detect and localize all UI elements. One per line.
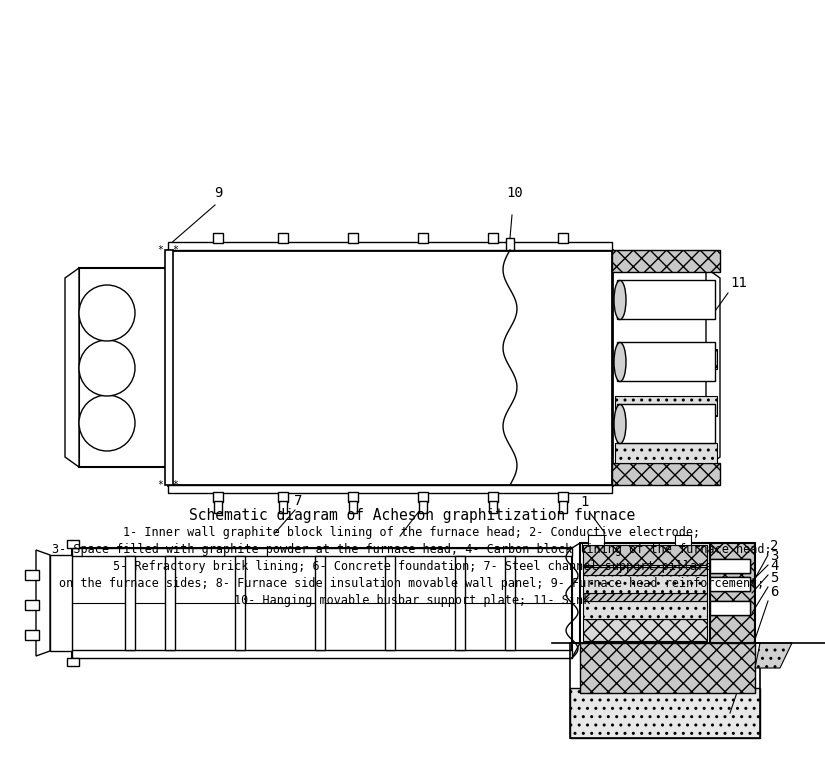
- Text: 9: 9: [214, 186, 222, 200]
- Polygon shape: [706, 268, 720, 467]
- Text: 4: 4: [770, 559, 778, 573]
- Text: *: *: [172, 245, 178, 255]
- Bar: [583, 575, 707, 593]
- Polygon shape: [755, 643, 792, 668]
- Bar: [213, 233, 223, 243]
- Bar: [278, 233, 288, 243]
- Bar: [710, 577, 750, 591]
- Bar: [617, 404, 715, 443]
- Text: *: *: [172, 480, 178, 490]
- Bar: [488, 492, 498, 502]
- Bar: [506, 238, 514, 250]
- Bar: [583, 593, 707, 601]
- Bar: [213, 492, 223, 502]
- Bar: [67, 540, 79, 548]
- Bar: [235, 556, 245, 650]
- Bar: [278, 492, 288, 502]
- Bar: [385, 556, 395, 650]
- Bar: [418, 492, 428, 502]
- Bar: [25, 570, 39, 580]
- Bar: [617, 342, 715, 381]
- Bar: [72, 650, 572, 658]
- Bar: [348, 233, 358, 243]
- Bar: [72, 548, 572, 658]
- Bar: [418, 233, 428, 243]
- Bar: [583, 567, 707, 575]
- Bar: [615, 349, 717, 369]
- Bar: [25, 630, 39, 640]
- Bar: [583, 619, 707, 641]
- Bar: [583, 545, 707, 567]
- Text: on the furnace sides; 8- Furnace side insulation movable wall panel; 9- Furnace : on the furnace sides; 8- Furnace side in…: [59, 577, 765, 590]
- Bar: [50, 555, 72, 651]
- Text: 10: 10: [507, 186, 523, 200]
- Bar: [710, 601, 750, 615]
- Text: *: *: [157, 245, 163, 255]
- Text: 2: 2: [770, 539, 778, 553]
- Bar: [588, 535, 604, 545]
- Text: 1- Inner wall graphite block lining of the furnace head; 2- Conductive electrode: 1- Inner wall graphite block lining of t…: [124, 526, 700, 539]
- Bar: [168, 242, 612, 250]
- Ellipse shape: [614, 342, 626, 381]
- Bar: [488, 233, 498, 243]
- Ellipse shape: [614, 405, 626, 444]
- Bar: [559, 501, 567, 513]
- Bar: [583, 545, 707, 565]
- Bar: [125, 556, 135, 650]
- Bar: [570, 643, 760, 738]
- Bar: [168, 485, 612, 493]
- Bar: [165, 556, 175, 650]
- Circle shape: [79, 285, 135, 341]
- Bar: [615, 443, 717, 463]
- Text: 7: 7: [294, 494, 302, 508]
- Bar: [580, 543, 710, 643]
- Bar: [67, 658, 79, 666]
- Bar: [710, 601, 750, 615]
- Bar: [558, 233, 568, 243]
- Bar: [570, 688, 760, 738]
- Polygon shape: [36, 550, 50, 656]
- Bar: [710, 577, 750, 591]
- Bar: [455, 556, 465, 650]
- Polygon shape: [65, 268, 79, 467]
- Text: 5: 5: [770, 571, 778, 585]
- Text: 8: 8: [419, 494, 427, 508]
- Text: Schematic diagram of Acheson graphitization furnace: Schematic diagram of Acheson graphitizat…: [189, 508, 635, 523]
- Text: 10- Hanging movable busbar support plate; 11- Sink: 10- Hanging movable busbar support plate…: [233, 594, 590, 607]
- Bar: [419, 501, 427, 513]
- Bar: [612, 463, 720, 485]
- Ellipse shape: [614, 281, 626, 320]
- Bar: [580, 643, 755, 693]
- Bar: [315, 556, 325, 650]
- Bar: [348, 492, 358, 502]
- Bar: [168, 250, 612, 485]
- Bar: [489, 501, 497, 513]
- Bar: [617, 280, 715, 319]
- Bar: [165, 250, 173, 485]
- Circle shape: [79, 395, 135, 451]
- Bar: [214, 501, 222, 513]
- Bar: [349, 501, 357, 513]
- Text: *: *: [157, 480, 163, 490]
- Bar: [710, 559, 750, 573]
- Bar: [79, 268, 168, 467]
- Bar: [25, 600, 39, 610]
- Circle shape: [79, 340, 135, 396]
- Bar: [72, 548, 572, 556]
- Text: 3: 3: [770, 549, 778, 563]
- Bar: [675, 535, 691, 545]
- Bar: [583, 601, 707, 619]
- Bar: [710, 559, 750, 573]
- Bar: [558, 492, 568, 502]
- Bar: [505, 556, 515, 650]
- Text: 1: 1: [581, 495, 589, 509]
- Text: 6: 6: [770, 585, 778, 599]
- Text: 5- Refractory brick lining; 6- Concrete foundation; 7- Steel channel support pil: 5- Refractory brick lining; 6- Concrete …: [113, 560, 711, 573]
- Text: 3- Space filled with graphite powder at the furnace head; 4- Carbon block lining: 3- Space filled with graphite powder at …: [52, 543, 772, 556]
- Text: 11: 11: [730, 276, 747, 290]
- Bar: [612, 250, 720, 272]
- Bar: [279, 501, 287, 513]
- Bar: [615, 396, 717, 416]
- Bar: [710, 543, 755, 643]
